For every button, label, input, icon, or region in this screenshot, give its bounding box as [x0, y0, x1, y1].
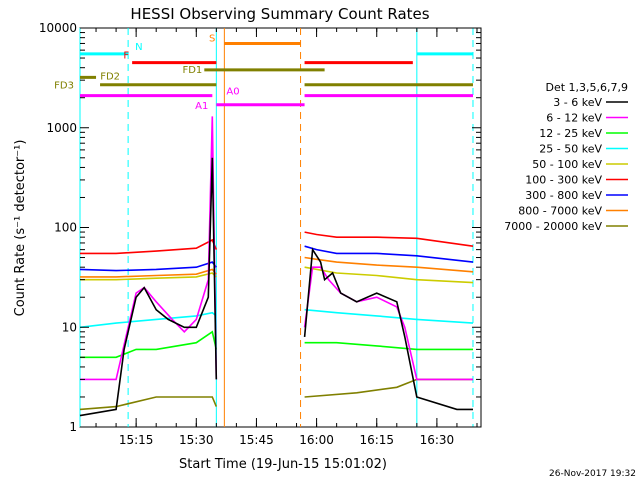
flag-label-fd2: FD2	[100, 72, 120, 83]
axes: 15:15 15:30 15:45 16:00 16:15 16:30 1 10 100 1000…	[39, 21, 481, 447]
x-tick-label-5: 16:30	[420, 433, 455, 447]
x-tick-label-4: 16:15	[359, 433, 394, 447]
legend-entry-3: 25 - 50 keV	[539, 143, 602, 156]
flag-label-fd1: FD1	[182, 65, 202, 76]
y-axis-label: Count Rate (s⁻¹ detector⁻¹)	[13, 140, 28, 317]
flag-label-a1: A1	[195, 101, 208, 112]
series-line-2-1	[304, 341, 473, 351]
legend-title: Det 1,3,5,6,7,9	[545, 81, 628, 94]
series-line-3-1	[304, 308, 474, 324]
legend-entry-1: 6 - 12 keV	[546, 112, 602, 125]
footer-timestamp: 26-Nov-2017 19:32	[549, 469, 636, 479]
y-tick-label-3: 1000	[46, 121, 77, 135]
series-line-5-1	[304, 231, 474, 247]
series-line-6-0	[79, 261, 217, 272]
x-axis-label: Start Time (19-Jun-15 15:01:02)	[179, 457, 387, 472]
series-line-2-0	[80, 330, 218, 359]
series-line-0-0	[79, 157, 218, 417]
flag-label-n: N	[135, 42, 142, 53]
series-line-1-1	[303, 266, 473, 381]
legend: Det 1,3,5,6,7,9 3 - 6 keV 6 - 12 keV 12 - 2…	[504, 81, 628, 233]
x-tick-label-1: 15:30	[179, 433, 214, 447]
x-tick-label-3: 16:00	[299, 433, 334, 447]
series-group	[79, 116, 474, 417]
plot-frame	[79, 27, 482, 428]
flag-bars: NF S FD1 FD2 FD3 A0 A1	[54, 33, 473, 112]
legend-entry-7: 800 - 7000 keV	[518, 205, 602, 218]
legend-entry-0: 3 - 6 keV	[553, 96, 602, 109]
y-tick-label-2: 100	[54, 221, 77, 235]
x-tick-label-2: 15:45	[239, 433, 274, 447]
series-line-3-0	[79, 311, 217, 329]
legend-entry-6: 300 - 800 keV	[525, 189, 602, 202]
series-line-4-1	[304, 266, 474, 284]
series-line-0-1	[303, 247, 473, 411]
flag-label-s: S	[209, 33, 215, 44]
legend-entry-4: 50 - 100 keV	[532, 158, 602, 171]
y-tick-label-0: 1	[69, 420, 77, 434]
series-line-8-0	[79, 396, 218, 411]
flag-label-a0: A0	[226, 87, 239, 98]
flag-label-fd3: FD3	[54, 80, 74, 91]
series-line-4-0	[80, 272, 217, 281]
series-line-8-1	[304, 378, 473, 398]
y-tick-label-4: 10000	[39, 21, 77, 35]
flag-label-f: F	[123, 51, 129, 62]
chart-title: HESSI Observing Summary Count Rates	[130, 5, 429, 23]
series-line-5-0	[80, 238, 218, 255]
legend-entry-8: 7000 - 20000 keV	[504, 220, 602, 233]
legend-entry-2: 12 - 25 keV	[539, 127, 602, 140]
x-tick-label-0: 15:15	[119, 433, 154, 447]
series-line-7-1	[304, 256, 474, 273]
series-line-7-0	[80, 268, 217, 278]
legend-entry-5: 100 - 300 keV	[525, 174, 602, 187]
y-tick-label-1: 10	[62, 320, 77, 334]
series-line-6-1	[304, 245, 474, 263]
